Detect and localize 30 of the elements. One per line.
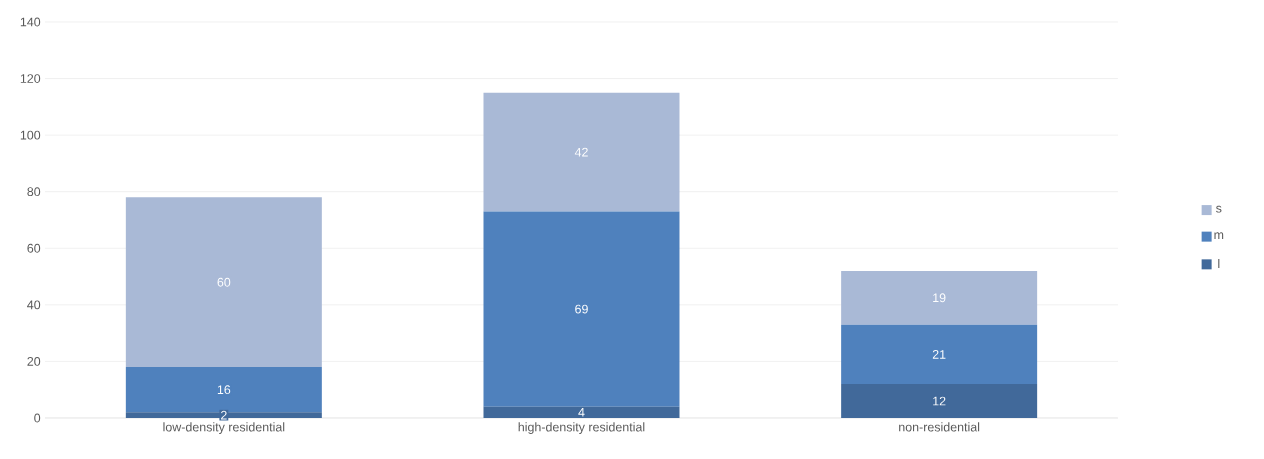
data-label: 2 bbox=[221, 410, 227, 420]
legend-label: l bbox=[1218, 258, 1220, 268]
bar bbox=[483, 211, 680, 407]
data-label: 12 bbox=[933, 396, 946, 406]
y-tick-label: 20 bbox=[27, 357, 41, 366]
y-tick-label: 100 bbox=[20, 130, 41, 140]
data-label: 21 bbox=[932, 350, 946, 359]
y-tick-label: 40 bbox=[27, 300, 41, 310]
bar bbox=[125, 197, 322, 368]
y-tick-label: 0 bbox=[34, 413, 41, 423]
data-label: 60 bbox=[217, 277, 231, 287]
bar bbox=[841, 384, 1038, 418]
bar bbox=[483, 92, 680, 212]
x-tick-label: low-density residential bbox=[163, 422, 285, 434]
y-tick-label: 80 bbox=[27, 187, 41, 197]
legend-label: s bbox=[1216, 205, 1222, 213]
y-tick-label: 120 bbox=[20, 74, 41, 83]
data-label: 4 bbox=[578, 408, 585, 417]
data-label: 16 bbox=[217, 385, 231, 395]
bar bbox=[841, 324, 1038, 385]
x-tick-label: high-density residential bbox=[518, 422, 645, 434]
x-tick-label: non-residential bbox=[899, 422, 980, 432]
data-label: 69 bbox=[575, 304, 588, 314]
data-label: 19 bbox=[933, 293, 946, 303]
bar bbox=[483, 406, 680, 418]
bar bbox=[841, 270, 1038, 325]
legend-label: m bbox=[1214, 232, 1224, 240]
y-tick-label: 60 bbox=[27, 243, 41, 253]
y-tick-label: 140 bbox=[20, 17, 41, 27]
data-label: 42 bbox=[574, 147, 588, 157]
